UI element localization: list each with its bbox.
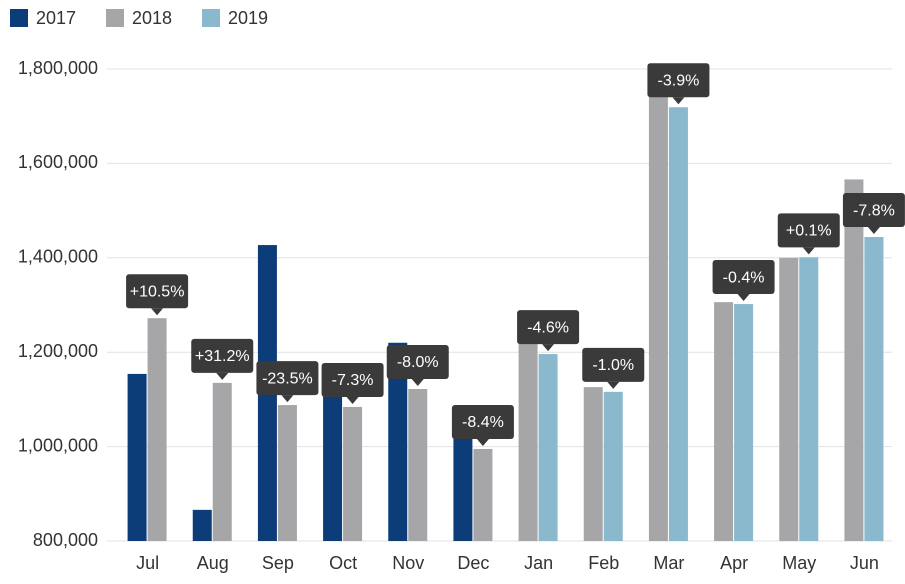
change-callout: -23.5% bbox=[256, 361, 319, 403]
callout-pointer bbox=[542, 344, 555, 352]
bar bbox=[147, 318, 167, 541]
change-callout: +31.2% bbox=[191, 338, 254, 380]
bar bbox=[734, 304, 754, 541]
bar bbox=[538, 354, 558, 541]
change-label: -7.3% bbox=[332, 372, 374, 389]
bar bbox=[453, 406, 473, 541]
callout-box bbox=[321, 362, 384, 397]
callout-box bbox=[191, 338, 254, 373]
change-callout: -1.0% bbox=[582, 347, 645, 389]
callout-box bbox=[777, 213, 840, 248]
callout-box bbox=[256, 361, 319, 396]
callout-pointer bbox=[151, 308, 164, 316]
callout-box bbox=[842, 193, 905, 228]
callout-pointer bbox=[476, 438, 489, 446]
bar bbox=[408, 389, 428, 541]
bar bbox=[779, 257, 799, 541]
bar bbox=[864, 237, 884, 542]
callout-pointer bbox=[411, 379, 424, 387]
legend-label: 2017 bbox=[36, 8, 76, 28]
legend-swatch bbox=[202, 9, 220, 27]
x-tick-label: Dec bbox=[457, 553, 489, 573]
x-tick-label: Feb bbox=[588, 553, 619, 573]
change-label: +0.1% bbox=[786, 223, 832, 240]
change-label: -7.8% bbox=[853, 202, 895, 219]
bar bbox=[192, 509, 212, 541]
callout-box bbox=[647, 63, 710, 98]
x-tick-label: Oct bbox=[329, 553, 357, 573]
callout-pointer bbox=[802, 247, 815, 255]
change-label: -3.9% bbox=[658, 72, 700, 89]
bar bbox=[388, 342, 408, 541]
legend-label: 2019 bbox=[228, 8, 268, 28]
y-tick-label: 1,200,000 bbox=[18, 341, 98, 361]
y-tick-label: 1,600,000 bbox=[18, 152, 98, 172]
bar bbox=[323, 366, 343, 541]
y-tick-label: 1,000,000 bbox=[18, 435, 98, 455]
change-label: -1.0% bbox=[592, 357, 634, 374]
x-tick-label: Aug bbox=[197, 553, 229, 573]
callout-pointer bbox=[607, 381, 620, 389]
callout-pointer bbox=[346, 396, 359, 404]
bar bbox=[473, 448, 493, 541]
x-tick-label: Nov bbox=[392, 553, 424, 573]
y-tick-label: 1,800,000 bbox=[18, 58, 98, 78]
callout-box bbox=[712, 260, 775, 295]
x-tick-label: Jan bbox=[524, 553, 553, 573]
x-tick-label: May bbox=[782, 553, 816, 573]
bar bbox=[714, 302, 734, 541]
bar bbox=[844, 179, 864, 541]
bar bbox=[343, 406, 363, 541]
change-callout: -7.8% bbox=[842, 193, 905, 235]
callout-pointer bbox=[672, 97, 685, 105]
change-label: -8.4% bbox=[462, 414, 504, 431]
callout-box bbox=[451, 404, 514, 439]
change-label: +10.5% bbox=[130, 283, 185, 300]
bar bbox=[799, 257, 819, 541]
x-tick-label: Mar bbox=[653, 553, 684, 573]
change-label: -4.6% bbox=[527, 319, 569, 336]
change-callout: +10.5% bbox=[126, 274, 189, 316]
bar bbox=[127, 373, 147, 541]
change-callout: -7.3% bbox=[321, 362, 384, 404]
change-label: -0.4% bbox=[723, 269, 765, 286]
change-label: -8.0% bbox=[397, 354, 439, 371]
bar bbox=[277, 405, 297, 541]
y-tick-label: 1,400,000 bbox=[18, 247, 98, 267]
y-tick-label: 800,000 bbox=[33, 530, 98, 550]
callout-pointer bbox=[867, 227, 880, 235]
callout-box bbox=[386, 345, 449, 380]
callout-box bbox=[517, 310, 580, 345]
bar bbox=[668, 107, 688, 542]
x-tick-label: Jul bbox=[136, 553, 159, 573]
change-label: -23.5% bbox=[262, 370, 313, 387]
callout-pointer bbox=[216, 372, 229, 380]
x-tick-label: Apr bbox=[720, 553, 748, 573]
legend-label: 2018 bbox=[132, 8, 172, 28]
x-tick-label: Jun bbox=[850, 553, 879, 573]
callout-box bbox=[126, 274, 189, 309]
bar bbox=[212, 382, 232, 541]
change-callout: -4.6% bbox=[517, 310, 580, 352]
x-tick-label: Sep bbox=[262, 553, 294, 573]
change-callout: -8.0% bbox=[386, 345, 449, 387]
callout-box bbox=[582, 347, 645, 382]
bar bbox=[583, 387, 603, 541]
change-callout: -3.9% bbox=[647, 63, 710, 105]
bar bbox=[603, 391, 623, 541]
change-callout: +0.1% bbox=[777, 213, 840, 255]
callout-pointer bbox=[281, 395, 294, 403]
legend-swatch bbox=[106, 9, 124, 27]
bar bbox=[518, 326, 538, 541]
change-callout: -8.4% bbox=[451, 404, 514, 446]
legend-swatch bbox=[10, 9, 28, 27]
callout-pointer bbox=[737, 294, 750, 302]
change-label: +31.2% bbox=[195, 348, 250, 365]
change-callout: -0.4% bbox=[712, 260, 775, 302]
bar bbox=[648, 74, 668, 541]
